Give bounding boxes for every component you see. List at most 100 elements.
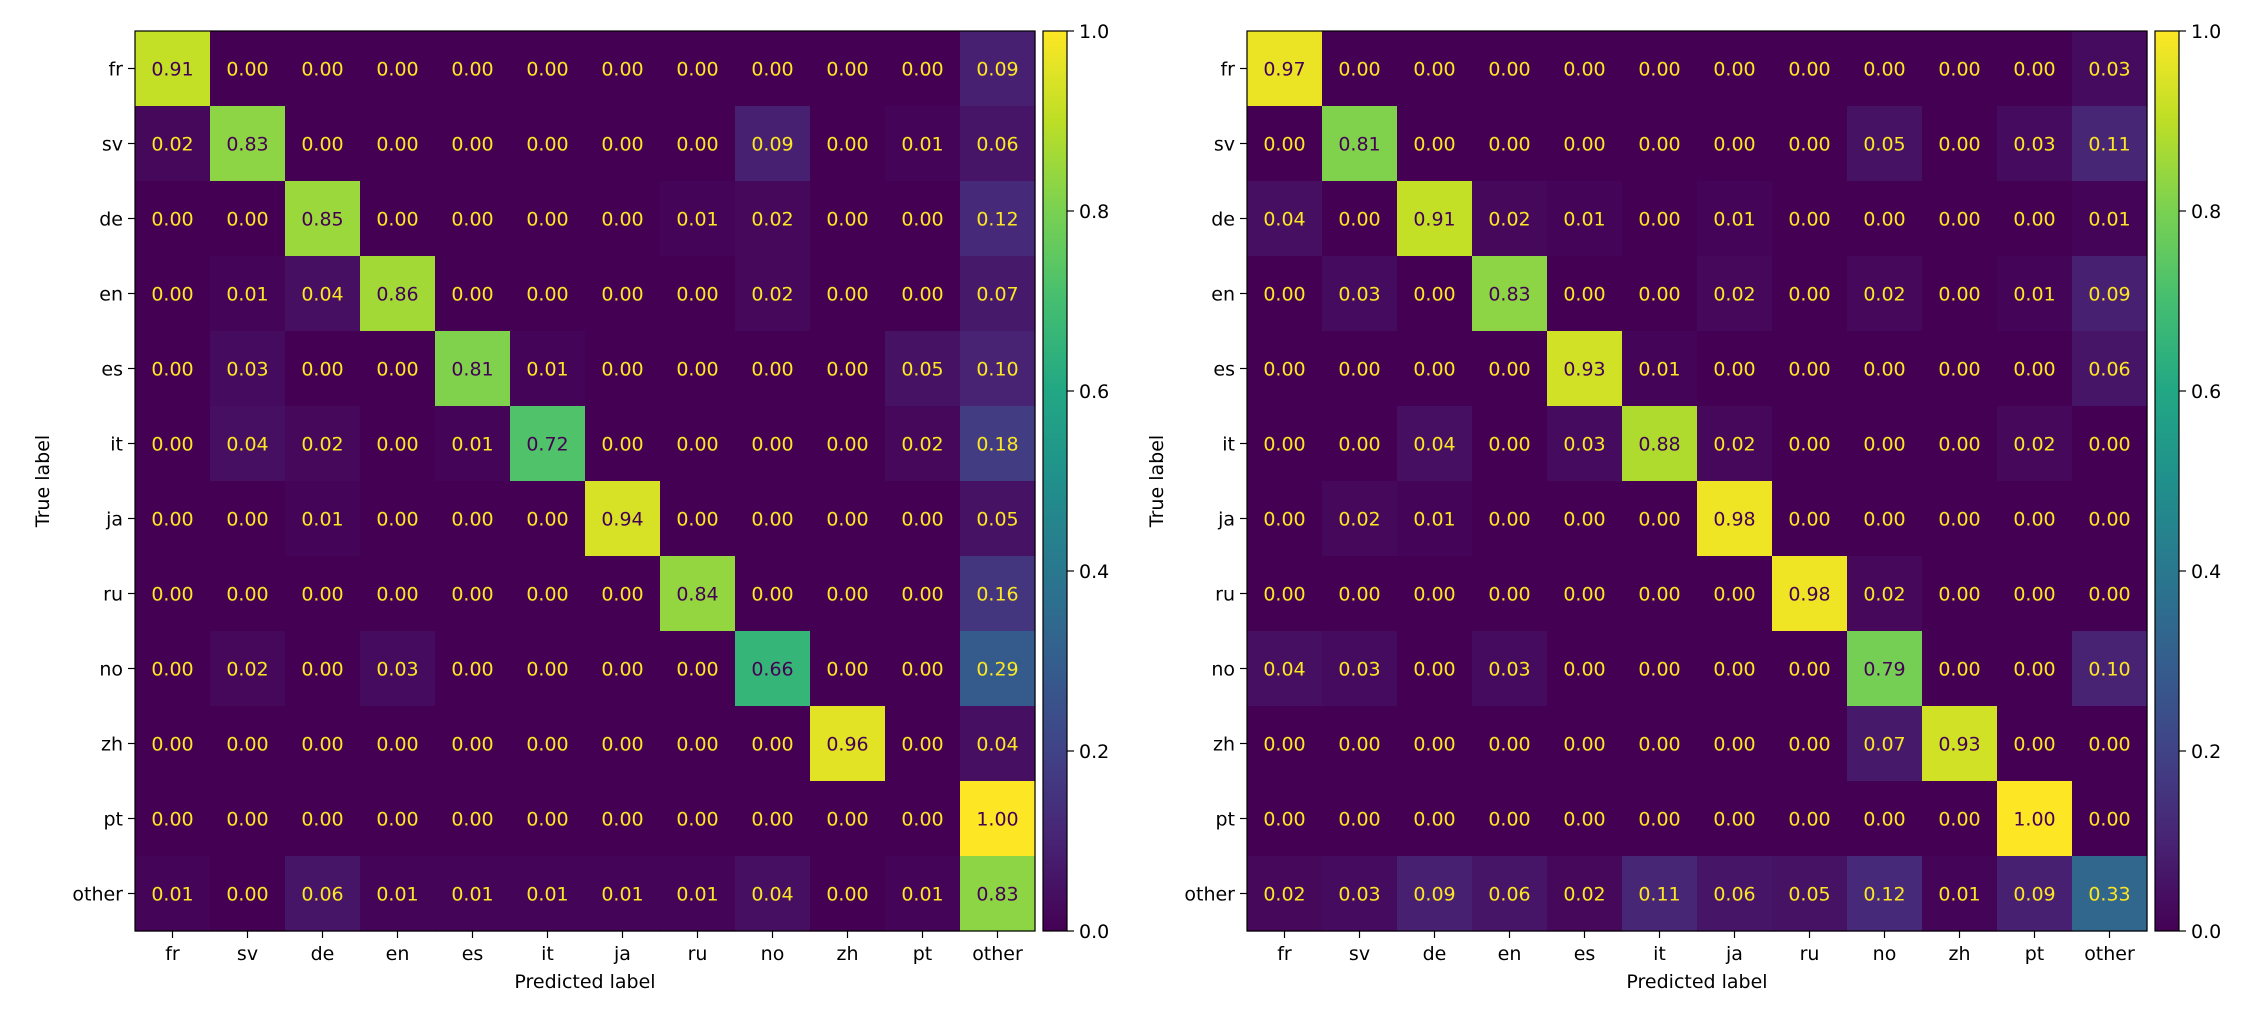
heatmap-cell [1697, 856, 1773, 932]
cell-value-label: 0.00 [1788, 209, 1830, 231]
cell-value-label: 0.00 [1563, 659, 1605, 681]
cell-value-label: 0.09 [2088, 284, 2130, 306]
cell-value-label: 0.05 [976, 509, 1018, 531]
x-tick-label: de [1423, 943, 1447, 965]
heatmap-cell [1472, 406, 1548, 482]
cell-value-label: 0.00 [1938, 584, 1980, 606]
heatmap-cell [585, 631, 661, 707]
heatmap-cell [735, 631, 811, 707]
heatmap-cell [1247, 856, 1323, 932]
heatmap-cell [210, 481, 286, 557]
colorbar-tick-label: 0.6 [2191, 381, 2221, 403]
x-tick-label: de [311, 943, 335, 965]
heatmap-cell [510, 781, 586, 857]
cell-value-label: 0.00 [1713, 659, 1755, 681]
cell-value-label: 0.00 [526, 809, 568, 831]
heatmap-cell [435, 631, 511, 707]
heatmap-cell [660, 856, 736, 932]
heatmap-cell [885, 556, 961, 632]
y-tick-label: ja [105, 509, 123, 531]
heatmap-cell [660, 706, 736, 782]
cell-value-label: 0.00 [1863, 359, 1905, 381]
heatmap-cell [660, 556, 736, 632]
cell-value-label: 0.04 [976, 734, 1018, 756]
cell-value-label: 0.72 [526, 434, 568, 456]
x-tick-label: fr [1277, 943, 1292, 965]
heatmap-cell [810, 781, 886, 857]
x-tick-label: es [1574, 943, 1596, 965]
heatmap-cell [135, 31, 211, 107]
cell-value-label: 0.00 [826, 359, 868, 381]
heatmap-cell [435, 256, 511, 332]
heatmap-cell [135, 181, 211, 257]
heatmap-cell [1547, 631, 1623, 707]
heatmap-cell [960, 181, 1036, 257]
cell-value-label: 0.00 [601, 434, 643, 456]
heatmap-cell [2072, 631, 2148, 707]
y-tick-label: pt [103, 809, 123, 831]
y-tick-label: pt [1215, 809, 1235, 831]
heatmap-cell [1847, 781, 1923, 857]
heatmap-cell [2072, 256, 2148, 332]
cell-value-label: 0.00 [676, 359, 718, 381]
heatmap-cell [960, 481, 1036, 557]
heatmap-cell [735, 256, 811, 332]
cell-value-label: 0.00 [751, 359, 793, 381]
y-tick-label: sv [102, 134, 123, 156]
heatmap-cell [1922, 706, 1998, 782]
cell-value-label: 0.00 [826, 59, 868, 81]
heatmap-cell [1322, 331, 1398, 407]
cell-value-label: 0.93 [1563, 359, 1605, 381]
heatmap-cell [360, 256, 436, 332]
x-tick-label: no [761, 943, 785, 965]
heatmap-cell [285, 406, 361, 482]
cell-value-label: 0.00 [1638, 809, 1680, 831]
heatmap-cell [1847, 256, 1923, 332]
cell-value-label: 0.01 [1938, 884, 1980, 906]
cell-value-label: 0.00 [1713, 734, 1755, 756]
cell-value-label: 0.00 [1563, 284, 1605, 306]
heatmap-cell [1397, 406, 1473, 482]
heatmap-cell [510, 481, 586, 557]
cell-value-label: 0.00 [376, 59, 418, 81]
heatmap-cell [1772, 406, 1848, 482]
y-tick-label: en [99, 284, 123, 306]
heatmap-cell [585, 481, 661, 557]
heatmap-cell [1697, 31, 1773, 107]
cell-value-label: 0.00 [1638, 734, 1680, 756]
cell-value-label: 0.00 [1413, 584, 1455, 606]
cell-value-label: 0.04 [751, 884, 793, 906]
heatmap-cell [585, 706, 661, 782]
heatmap-cell [585, 331, 661, 407]
cell-value-label: 0.00 [1938, 209, 1980, 231]
cell-value-label: 0.00 [1263, 434, 1305, 456]
y-tick-label: ja [1217, 509, 1235, 531]
heatmap-cell [885, 781, 961, 857]
plot-frame [1246, 30, 2148, 932]
x-tick-label: no [1873, 943, 1897, 965]
heatmap-cell [1697, 331, 1773, 407]
heatmap-cell [810, 706, 886, 782]
heatmap-cell [1547, 856, 1623, 932]
cell-value-label: 0.88 [1638, 434, 1680, 456]
heatmap-cell [1397, 31, 1473, 107]
heatmap-cell [1322, 481, 1398, 557]
heatmap-cell [285, 181, 361, 257]
heatmap-cell [510, 31, 586, 107]
heatmap-cell [1622, 31, 1698, 107]
cell-value-label: 0.00 [1938, 359, 1980, 381]
heatmap-cell [135, 406, 211, 482]
heatmap-cell [1772, 856, 1848, 932]
cell-value-label: 0.00 [376, 134, 418, 156]
cell-value-label: 1.00 [976, 809, 1018, 831]
heatmap-cell [735, 556, 811, 632]
cell-value-label: 0.00 [151, 659, 193, 681]
cell-value-label: 0.96 [826, 734, 868, 756]
heatmap-cell [1247, 481, 1323, 557]
cell-value-label: 0.06 [976, 134, 1018, 156]
heatmap-cell [1547, 106, 1623, 182]
heatmap-cell [1247, 181, 1323, 257]
heatmap-cell [1772, 706, 1848, 782]
heatmap-cell [1847, 856, 1923, 932]
heatmap-cell [1472, 781, 1548, 857]
